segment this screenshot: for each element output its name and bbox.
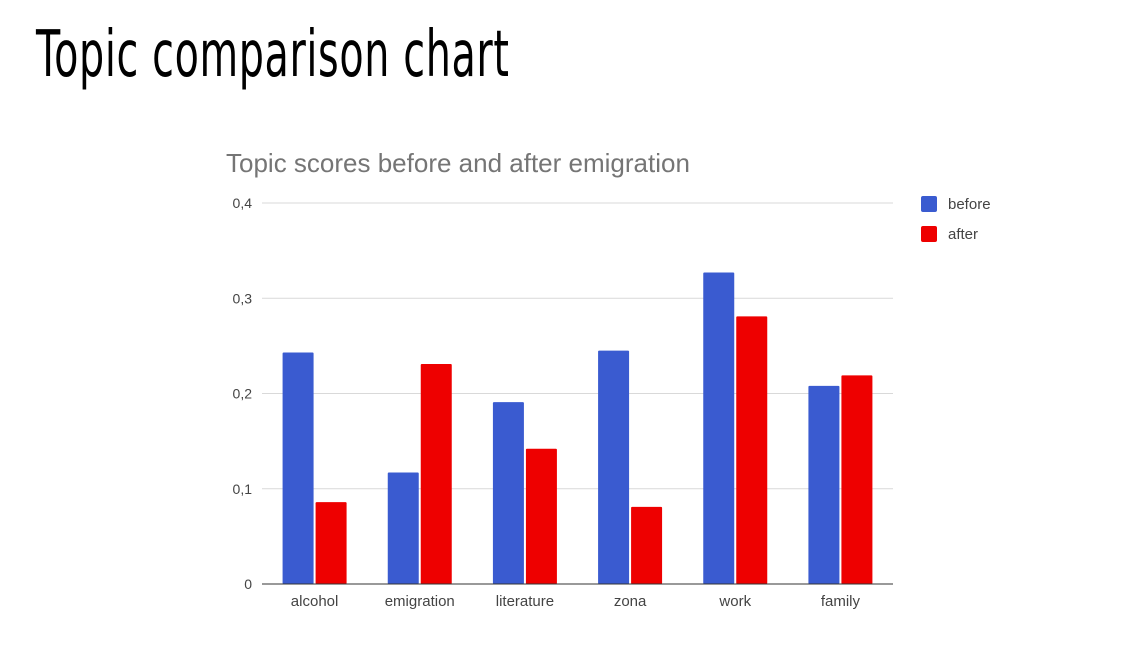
legend-label-after: after — [948, 226, 978, 243]
bar-before-alcohol — [282, 352, 314, 584]
x-axis-categories: alcohol emigration literature zona work famil… — [291, 593, 861, 610]
x-category-label: literature — [496, 593, 554, 610]
y-tick-label: 0,3 — [233, 290, 253, 306]
gridlines — [262, 202, 893, 490]
y-tick-label: 0 — [244, 576, 252, 592]
legend-swatch-after — [921, 226, 937, 242]
x-category-label: alcohol — [291, 593, 339, 610]
bar-before-family — [808, 385, 840, 584]
bar-after-literature — [525, 448, 557, 584]
bar-after-emigration — [420, 363, 452, 584]
y-tick-label: 0,4 — [233, 195, 253, 211]
x-category-label: zona — [614, 593, 647, 610]
y-axis-ticks: 0 0,1 0,2 0,3 0,4 — [233, 195, 253, 592]
bars — [282, 272, 873, 584]
bar-after-zona — [631, 506, 663, 584]
x-category-label: work — [718, 593, 751, 610]
x-category-label: family — [821, 593, 861, 610]
legend-label-before: before — [948, 196, 991, 213]
y-tick-label: 0,1 — [233, 481, 253, 497]
bar-after-alcohol — [315, 502, 347, 584]
y-tick-label: 0,2 — [233, 386, 253, 402]
bar-before-emigration — [387, 472, 419, 584]
chart-title: Topic scores before and after emigration — [226, 148, 690, 178]
bar-after-family — [841, 375, 873, 584]
slide-title: Topic comparison chart — [36, 18, 510, 92]
bar-before-work — [703, 272, 735, 584]
bar-before-zona — [598, 350, 630, 584]
bar-after-work — [736, 316, 768, 584]
legend: before after — [921, 196, 991, 243]
bar-before-literature — [492, 402, 524, 584]
x-category-label: emigration — [385, 593, 455, 610]
legend-swatch-before — [921, 196, 937, 212]
